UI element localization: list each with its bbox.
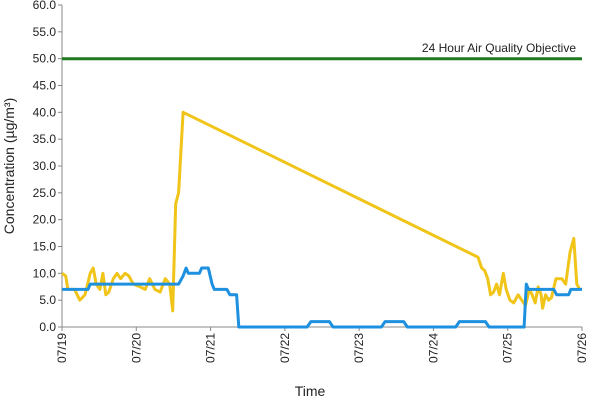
x-tick-label: 07/23 (352, 333, 366, 363)
x-axis-title: Time (295, 383, 326, 399)
y-tick-label: 60.0 (33, 0, 57, 12)
x-tick-label: 07/21 (204, 333, 218, 363)
y-tick-label: 55.0 (33, 25, 57, 39)
y-tick-label: 15.0 (33, 240, 57, 254)
x-tick-label: 07/25 (501, 333, 515, 363)
x-tick-label: 07/22 (278, 333, 292, 363)
annotation: 24 Hour Air Quality Objective (422, 41, 576, 55)
line-series (62, 266, 582, 329)
y-tick-label: 35.0 (33, 132, 57, 146)
y-tick-label: 45.0 (33, 79, 57, 93)
y-tick-label: 40.0 (33, 105, 57, 119)
x-tick-label: 07/20 (129, 333, 143, 363)
y-tick-label: 50.0 (33, 52, 57, 66)
y-tick-label: 5.0 (39, 293, 56, 307)
y-tick-label: 20.0 (33, 213, 57, 227)
line-series (61, 110, 582, 313)
y-tick-label: 10.0 (33, 266, 57, 280)
x-tick-label: 07/24 (426, 333, 440, 363)
x-tick-label: 07/26 (575, 333, 589, 363)
x-tick-label: 07/19 (55, 333, 69, 363)
y-tick-label: 0.0 (39, 320, 56, 334)
y-axis-title: Concentration (µg/m³) (1, 98, 17, 234)
y-tick-label: 25.0 (33, 186, 57, 200)
y-tick-label: 30.0 (33, 159, 57, 173)
